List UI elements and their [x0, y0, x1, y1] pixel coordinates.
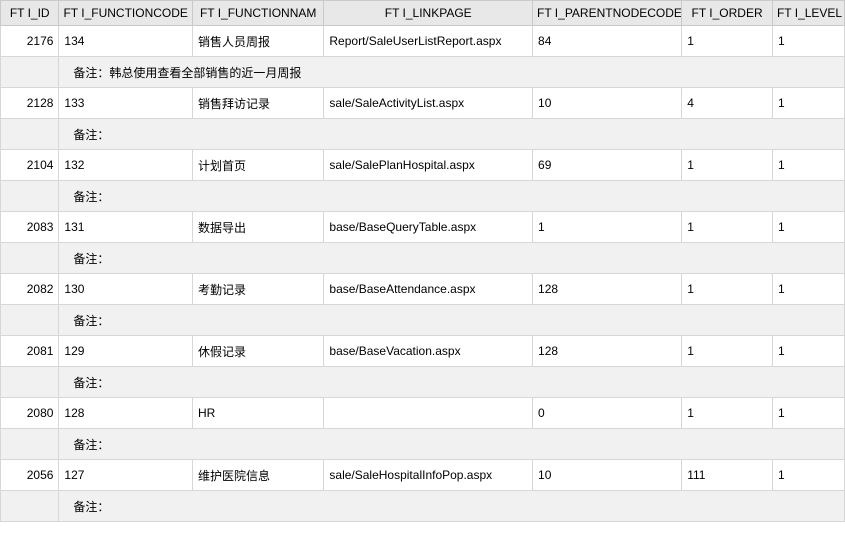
- cell-id: 2082: [0, 273, 60, 305]
- cell-functioncode: 127: [58, 459, 193, 491]
- cell-order: 1: [681, 335, 773, 367]
- column-header-level[interactable]: FT I_LEVEL: [771, 0, 845, 26]
- cell-parentnodecode: 84: [532, 25, 683, 57]
- table-header-row: FT I_ID FT I_FUNCTIONCODE FT I_FUNCTIONN…: [0, 0, 845, 26]
- cell-linkpage: base/BaseVacation.aspx: [323, 335, 534, 367]
- table-row[interactable]: 2056 127 维护医院信息 sale/SaleHospitalInfoPop…: [0, 459, 845, 491]
- table-note-row: 备注：: [0, 490, 845, 522]
- cell-level: 1: [771, 87, 845, 119]
- table-note-row: 备注：: [0, 242, 845, 274]
- cell-functioncode: 130: [58, 273, 193, 305]
- cell-functioncode: 134: [58, 25, 193, 57]
- table-body: 2176 134 销售人员周报 Report/SaleUserListRepor…: [0, 25, 845, 522]
- cell-level: 1: [771, 149, 845, 181]
- cell-parentnodecode: 10: [532, 459, 683, 491]
- cell-linkpage: sale/SalePlanHospital.aspx: [323, 149, 534, 181]
- cell-order: 1: [681, 149, 773, 181]
- cell-functionname: 计划首页: [191, 149, 325, 181]
- table-row[interactable]: 2176 134 销售人员周报 Report/SaleUserListRepor…: [0, 25, 845, 57]
- cell-functioncode: 132: [58, 149, 193, 181]
- cell-parentnodecode: 0: [532, 397, 683, 429]
- table-row[interactable]: 2081 129 休假记录 base/BaseVacation.aspx 128…: [0, 335, 845, 367]
- cell-order: 1: [681, 211, 773, 243]
- note-spacer: [0, 490, 60, 522]
- cell-order: 1: [681, 397, 773, 429]
- cell-linkpage: base/BaseQueryTable.aspx: [323, 211, 534, 243]
- cell-functioncode: 131: [58, 211, 193, 243]
- column-header-order[interactable]: FT I_ORDER: [681, 0, 773, 26]
- table-note-row: 备注：: [0, 118, 845, 150]
- cell-parentnodecode: 128: [532, 335, 683, 367]
- note-spacer: [0, 118, 60, 150]
- column-header-functionname[interactable]: FT I_FUNCTIONNAM: [191, 0, 325, 26]
- cell-linkpage: Report/SaleUserListReport.aspx: [323, 25, 534, 57]
- cell-level: 1: [771, 397, 845, 429]
- cell-functionname: 休假记录: [191, 335, 325, 367]
- table-note-row: 备注：: [0, 428, 845, 460]
- cell-functioncode: 133: [58, 87, 193, 119]
- table-note-row: 备注：: [0, 304, 845, 336]
- note-text: 备注：: [58, 180, 845, 212]
- cell-level: 1: [771, 273, 845, 305]
- cell-parentnodecode: 128: [532, 273, 683, 305]
- cell-level: 1: [771, 25, 845, 57]
- cell-functionname: 考勤记录: [191, 273, 325, 305]
- note-text: 备注：: [58, 118, 845, 150]
- column-header-functioncode[interactable]: FT I_FUNCTIONCODE: [58, 0, 193, 26]
- table-row[interactable]: 2128 133 销售拜访记录 sale/SaleActivityList.as…: [0, 87, 845, 119]
- cell-functionname: 销售人员周报: [191, 25, 325, 57]
- cell-level: 1: [771, 211, 845, 243]
- cell-linkpage: sale/SaleActivityList.aspx: [323, 87, 534, 119]
- cell-order: 1: [681, 25, 773, 57]
- cell-linkpage: base/BaseAttendance.aspx: [323, 273, 534, 305]
- cell-parentnodecode: 69: [532, 149, 683, 181]
- note-spacer: [0, 242, 60, 274]
- cell-id: 2080: [0, 397, 60, 429]
- column-header-linkpage[interactable]: FT I_LINKPAGE: [323, 0, 534, 26]
- cell-level: 1: [771, 335, 845, 367]
- cell-functioncode: 129: [58, 335, 193, 367]
- note-text: 备注：: [58, 366, 845, 398]
- table-note-row: 备注：: [0, 180, 845, 212]
- note-spacer: [0, 428, 60, 460]
- cell-id: 2128: [0, 87, 60, 119]
- column-header-id[interactable]: FT I_ID: [0, 0, 60, 26]
- cell-id: 2104: [0, 149, 60, 181]
- cell-parentnodecode: 1: [532, 211, 683, 243]
- cell-linkpage: sale/SaleHospitalInfoPop.aspx: [323, 459, 534, 491]
- cell-functionname: 数据导出: [191, 211, 325, 243]
- cell-linkpage: [323, 397, 534, 429]
- cell-id: 2056: [0, 459, 60, 491]
- cell-id: 2081: [0, 335, 60, 367]
- cell-order: 4: [681, 87, 773, 119]
- cell-id: 2176: [0, 25, 60, 57]
- note-text: 备注：: [58, 304, 845, 336]
- cell-parentnodecode: 10: [532, 87, 683, 119]
- cell-functionname: HR: [191, 397, 325, 429]
- cell-order: 111: [681, 459, 773, 491]
- note-spacer: [0, 56, 60, 88]
- table-header: FT I_ID FT I_FUNCTIONCODE FT I_FUNCTIONN…: [0, 0, 845, 26]
- cell-id: 2083: [0, 211, 60, 243]
- cell-functioncode: 128: [58, 397, 193, 429]
- cell-level: 1: [771, 459, 845, 491]
- note-text: 备注：: [58, 242, 845, 274]
- cell-order: 1: [681, 273, 773, 305]
- table-row[interactable]: 2082 130 考勤记录 base/BaseAttendance.aspx 1…: [0, 273, 845, 305]
- note-text: 备注：: [58, 490, 845, 522]
- note-text: 备注：: [58, 428, 845, 460]
- table-row[interactable]: 2104 132 计划首页 sale/SalePlanHospital.aspx…: [0, 149, 845, 181]
- cell-functionname: 销售拜访记录: [191, 87, 325, 119]
- function-table: FT I_ID FT I_FUNCTIONCODE FT I_FUNCTIONN…: [0, 0, 845, 522]
- note-spacer: [0, 304, 60, 336]
- note-spacer: [0, 180, 60, 212]
- table-row[interactable]: 2080 128 HR 0 1 1: [0, 397, 845, 429]
- column-header-parentnodecode[interactable]: FT I_PARENTNODECODE: [532, 0, 683, 26]
- table-note-row: 备注：: [0, 366, 845, 398]
- table-row[interactable]: 2083 131 数据导出 base/BaseQueryTable.aspx 1…: [0, 211, 845, 243]
- note-text: 备注：韩总使用查看全部销售的近一月周报: [58, 56, 845, 88]
- cell-functionname: 维护医院信息: [191, 459, 325, 491]
- table-note-row: 备注：韩总使用查看全部销售的近一月周报: [0, 56, 845, 88]
- note-spacer: [0, 366, 60, 398]
